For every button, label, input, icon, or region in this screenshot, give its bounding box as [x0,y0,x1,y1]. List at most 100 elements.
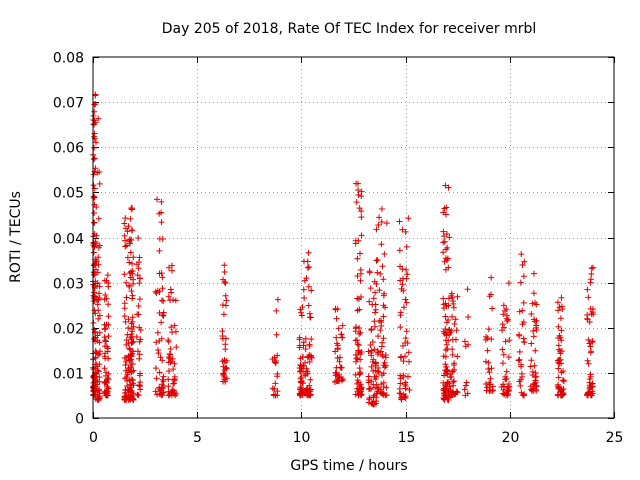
data-point [91,194,98,201]
data-point [171,322,178,329]
data-point [380,313,387,320]
data-point [589,306,596,313]
data-point [519,307,526,314]
data-point [304,370,311,377]
data-point [450,361,457,368]
data-point [486,379,493,386]
data-point [306,341,313,348]
data-point [504,317,511,324]
data-point [529,368,536,375]
data-point [584,357,591,364]
data-point [158,219,165,226]
data-point [397,324,404,331]
data-point [533,324,540,331]
data-point [336,374,343,381]
data-point [121,394,128,401]
data-point [221,376,228,383]
data-point [355,342,362,349]
data-point [377,386,384,393]
data-point [137,379,144,386]
data-point [94,378,101,385]
data-point [125,223,132,230]
data-point [135,392,142,399]
data-point [529,300,536,307]
data-point [588,310,595,317]
data-point [406,387,413,394]
data-point [308,287,315,294]
data-point [353,355,360,362]
data-point [400,391,407,398]
data-point [168,324,175,331]
data-point [374,351,381,358]
data-point [352,240,359,247]
data-point [334,342,341,349]
data-point [372,306,379,313]
y-tick-label: 0.04 [53,232,84,248]
data-point [441,238,448,245]
data-point [367,285,374,292]
data-point [354,341,361,348]
data-point [442,386,449,393]
data-point [165,368,172,375]
data-point [396,390,403,397]
data-point [95,307,102,314]
data-point [444,244,451,251]
data-point [219,302,226,309]
data-point [397,354,404,361]
data-point [136,296,143,303]
data-point [380,390,387,397]
data-point [462,392,469,399]
data-point [489,387,496,394]
data-point [357,370,364,377]
data-point [506,337,513,344]
data-point [300,339,307,346]
data-point [402,339,409,346]
data-point [499,346,506,353]
data-point [94,280,101,287]
data-point [338,364,345,371]
data-point [222,280,229,287]
data-point [516,348,523,355]
data-point [305,283,312,290]
data-point [94,301,101,308]
data-point [334,306,341,313]
data-point [375,333,382,340]
data-point [584,286,591,293]
data-point [400,372,407,379]
data-point [488,365,495,372]
data-point [397,380,404,387]
data-point [376,214,383,221]
data-point [303,386,310,393]
data-point [355,296,362,303]
data-point [167,351,174,358]
data-point [528,357,535,364]
data-point [399,266,406,273]
data-point [301,294,308,301]
data-point [531,380,538,387]
data-point [354,388,361,395]
data-point [130,254,137,261]
data-point [372,360,379,367]
data-point [402,296,409,303]
data-point [403,275,410,282]
data-point [378,241,385,248]
data-point [517,279,524,286]
data-point [352,358,359,365]
data-point [223,357,230,364]
data-point [588,270,595,277]
data-point [166,355,173,362]
data-point [92,139,99,146]
data-point [358,188,365,195]
data-point [372,301,379,308]
data-point [398,396,405,403]
data-point [501,307,508,314]
data-point [485,359,492,366]
data-point [406,358,413,365]
data-point [400,342,407,349]
y-axis-label: ROTI / TECUs [8,191,24,283]
data-point [165,376,172,383]
data-point [530,333,537,340]
data-point [153,290,160,297]
data-point [101,365,108,372]
data-point [160,389,167,396]
